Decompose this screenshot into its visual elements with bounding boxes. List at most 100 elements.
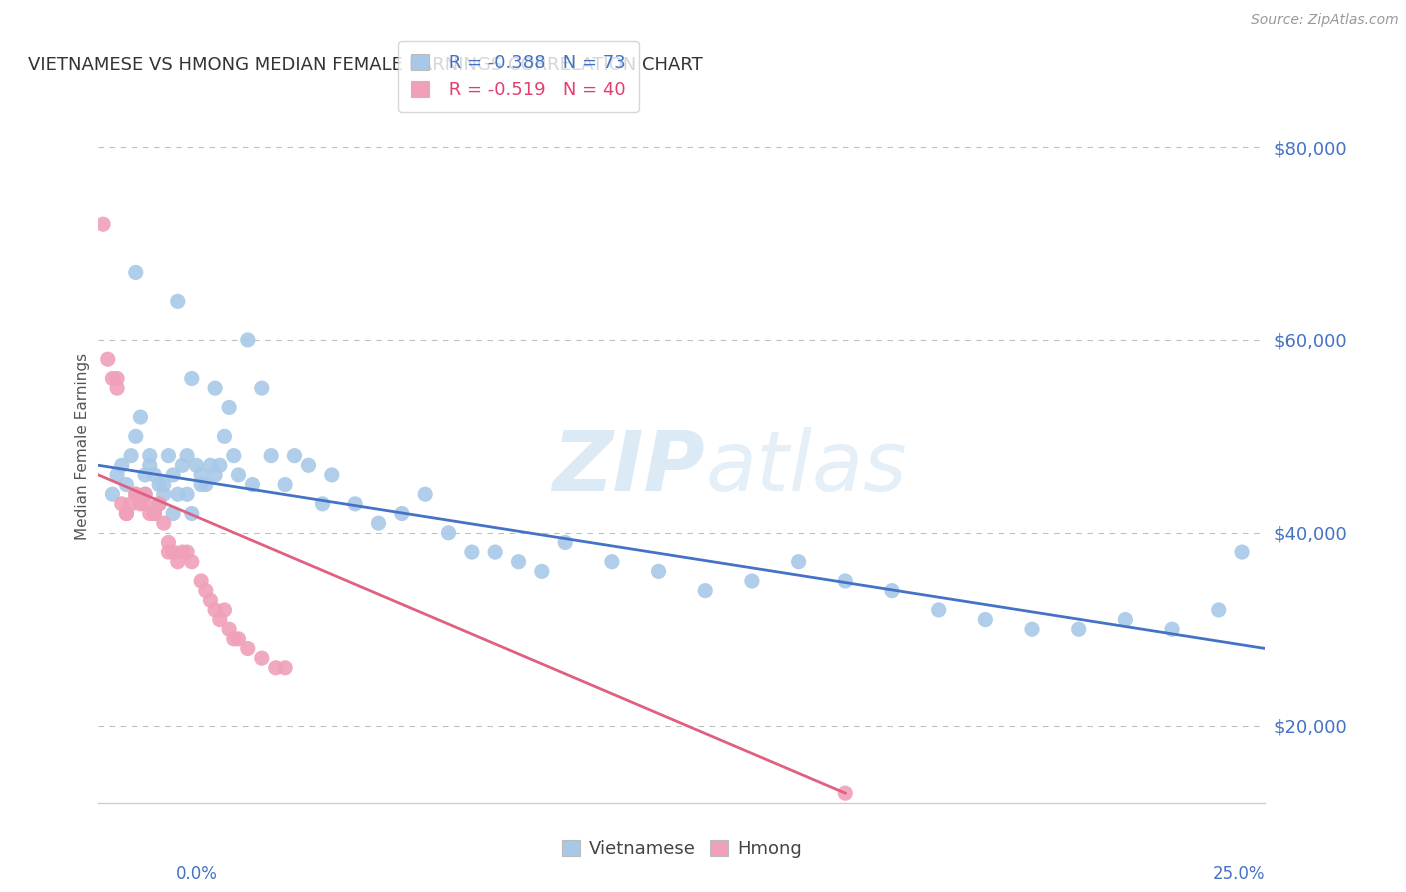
Point [176,545,198,559]
Point [204,603,226,617]
Point [250,381,273,395]
Point [242,477,264,491]
Point [134,487,156,501]
Point [214,429,236,443]
Point [274,477,297,491]
Point [180,507,202,521]
Point [228,632,250,646]
Point [391,507,413,521]
Point [143,507,166,521]
Point [157,535,180,549]
Point [1021,622,1043,636]
Point [554,535,576,549]
Point [125,265,148,279]
Point [530,565,553,579]
Point [134,487,156,501]
Point [134,467,156,482]
Point [1114,613,1136,627]
Text: 25.0%: 25.0% [1213,865,1265,883]
Point [208,458,231,473]
Point [166,487,188,501]
Point [105,381,128,395]
Point [1067,622,1090,636]
Point [274,661,297,675]
Point [129,497,152,511]
Point [176,449,198,463]
Point [139,449,162,463]
Point [200,458,222,473]
Point [236,333,259,347]
Point [208,613,231,627]
Point [1161,622,1184,636]
Point [508,555,530,569]
Point [484,545,506,559]
Point [97,352,120,367]
Point [115,477,138,491]
Point [148,497,170,511]
Point [695,583,717,598]
Point [134,497,156,511]
Point [148,477,170,491]
Point [461,545,484,559]
Point [190,574,212,588]
Point [236,641,259,656]
Point [111,497,134,511]
Point [172,545,194,559]
Point [194,477,217,491]
Point [180,555,202,569]
Point [250,651,273,665]
Point [1208,603,1230,617]
Text: Source: ZipAtlas.com: Source: ZipAtlas.com [1251,13,1399,28]
Text: ZIP: ZIP [553,427,706,508]
Point [367,516,389,530]
Point [139,507,162,521]
Point [218,401,240,415]
Point [148,497,170,511]
Point [157,545,180,559]
Point [143,507,166,521]
Point [297,458,319,473]
Point [600,555,623,569]
Point [172,458,194,473]
Point [437,525,460,540]
Point [200,593,222,607]
Point [162,507,184,521]
Point [204,381,226,395]
Point [157,449,180,463]
Point [152,487,174,501]
Point [125,487,148,501]
Point [222,632,245,646]
Point [91,217,114,231]
Point [413,487,436,501]
Point [120,497,142,511]
Point [264,661,287,675]
Text: atlas: atlas [706,427,907,508]
Point [115,507,138,521]
Point [190,467,212,482]
Point [125,429,148,443]
Point [1230,545,1253,559]
Point [176,487,198,501]
Point [120,449,142,463]
Point [834,574,856,588]
Point [166,555,188,569]
Point [105,467,128,482]
Point [166,294,188,309]
Point [260,449,283,463]
Point [218,622,240,636]
Legend: Vietnamese, Hmong: Vietnamese, Hmong [554,832,810,865]
Point [204,467,226,482]
Point [101,371,124,385]
Point [125,487,148,501]
Point [115,507,138,521]
Point [143,467,166,482]
Point [101,487,124,501]
Point [180,371,202,385]
Point [194,583,217,598]
Point [928,603,950,617]
Point [162,545,184,559]
Point [311,497,333,511]
Point [880,583,903,598]
Point [321,467,343,482]
Point [162,467,184,482]
